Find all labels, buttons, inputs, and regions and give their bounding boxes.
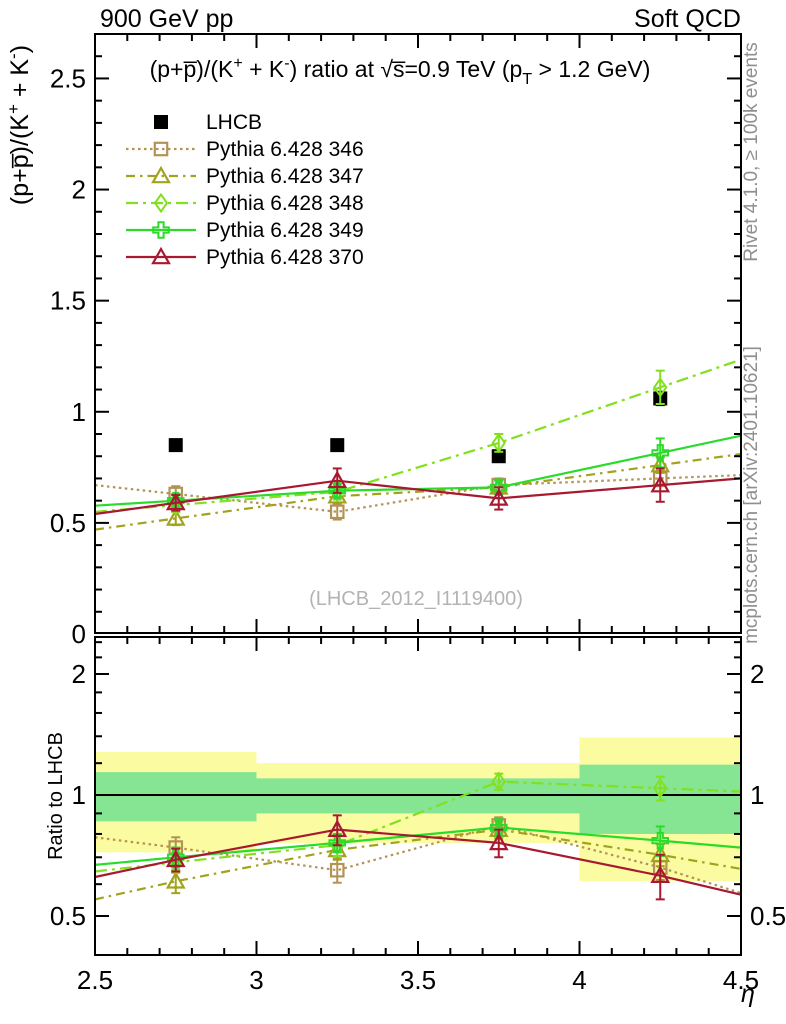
open-square-marker (329, 504, 345, 520)
main-y-tick-label: 0 (72, 619, 86, 649)
legend-item-pythia-6-428-348: Pythia 6.428 348 (126, 192, 364, 215)
open-triangle-marker (165, 849, 186, 868)
x-tick-label: 4 (572, 965, 586, 995)
x-tick-label: 3.5 (400, 965, 436, 995)
legend-item-pythia-6-428-346: Pythia 6.428 346 (126, 138, 364, 161)
legend-item-lhcb: LHCB (154, 111, 262, 134)
header-beam-energy: 900 GeV pp (100, 5, 233, 33)
main-y-tick-label: 2.5 (50, 63, 86, 93)
open-triangle-marker (327, 819, 348, 837)
main-panel-frame (94, 33, 742, 634)
series-ratio-pythia-6-428-370 (94, 814, 742, 901)
open-diamond-marker (653, 777, 668, 799)
series-main-pythia-6-428-346 (94, 469, 742, 521)
open-cross-marker (651, 444, 670, 462)
series-line (94, 452, 742, 531)
ratio-y-tick-label-right: 1 (750, 780, 764, 810)
legend-label: Pythia 6.428 347 (206, 165, 364, 188)
series-line (94, 780, 742, 873)
ratio-y-tick-label-left: 1 (72, 780, 86, 810)
open-square-marker (329, 862, 345, 878)
main-y-tick-label: 0.5 (50, 508, 86, 538)
legend-label: Pythia 6.428 370 (206, 246, 364, 269)
ratio-y-tick-label-right: 0.5 (750, 901, 786, 931)
open-triangle-marker (165, 871, 186, 889)
open-cross-marker (489, 818, 508, 837)
analysis-watermark: (LHCB_2012_I1119400) (309, 588, 523, 610)
rivet-version-note: Rivet 4.1.0, ≥ 100k events (741, 42, 762, 262)
legend-open-cross-marker (152, 221, 170, 239)
open-triangle-marker (488, 488, 509, 506)
open-cross-marker (651, 831, 670, 850)
main-plot-title: (p+p̅)/(K+ + K-) ratio at √s̅=0.9 TeV (p… (150, 55, 651, 88)
mcplots-arxiv-note: mcplots.cern.ch [arXiv:2401.10621] (741, 346, 762, 644)
open-triangle-marker (650, 474, 671, 493)
open-triangle-marker (165, 508, 186, 526)
series-line (94, 828, 742, 901)
legend-open-diamond-marker (153, 192, 169, 214)
legend-item-pythia-6-428-347: Pythia 6.428 347 (126, 165, 364, 188)
legend-label: Pythia 6.428 346 (206, 138, 364, 161)
legend: LHCB Pythia 6.428 346 Pythia 6.428 347 Pyth… (126, 111, 364, 269)
series-main-pythia-6-428-347 (94, 452, 742, 531)
series-line (94, 828, 742, 896)
uncertainty-bands-layer (95, 737, 741, 882)
open-diamond-marker (491, 432, 506, 454)
main-y-tick-label: 1 (72, 397, 86, 427)
open-triangle-marker (488, 832, 509, 851)
x-axis-label: η (741, 980, 755, 1008)
filled-square-marker (168, 438, 183, 453)
x-tick-label: 4.5 (723, 965, 759, 995)
legend-open-square-marker (153, 141, 169, 157)
main-y-tick-label: 2 (72, 175, 86, 205)
legend-label: Pythia 6.428 349 (206, 219, 364, 242)
header-process-group: Soft QCD (634, 5, 741, 33)
filled-square-marker (330, 438, 345, 453)
ratio-axis-label: Ratio to LHCB (45, 732, 67, 860)
legend-filled-square-marker (154, 115, 168, 129)
band-green (95, 772, 257, 822)
ratio-y-tick-label-right: 2 (750, 659, 764, 689)
series-line (94, 477, 742, 516)
open-diamond-marker (491, 771, 506, 792)
series-line (94, 824, 742, 895)
x-tick-label: 3 (249, 965, 263, 995)
series-line (94, 358, 742, 513)
legend-item-pythia-6-428-370: Pythia 6.428 370 (126, 246, 364, 269)
ratio-y-tick-label-left: 2 (72, 659, 86, 689)
legend-label: LHCB (206, 111, 262, 134)
open-triangle-marker (165, 492, 186, 511)
axes-frame-layer: 0 0.5 1 1.5 2 2.5 0.5 0.5 1 1 2 2 2.5 3 3.5 4 4.5 (50, 33, 786, 995)
legend-open-triangle-marker (151, 165, 171, 184)
open-cross-marker (328, 481, 347, 500)
open-cross-marker (328, 834, 347, 852)
series-line (94, 474, 742, 513)
ratio-y-tick-label-left: 0.5 (50, 901, 86, 931)
legend-open-triangle-marker (151, 246, 171, 265)
data-series-layer (94, 358, 742, 901)
main-y-tick-label: 1.5 (50, 286, 86, 316)
open-diamond-marker (653, 377, 668, 398)
x-tick-label: 2.5 (77, 965, 113, 995)
legend-label: Pythia 6.428 348 (206, 192, 364, 215)
legend-item-pythia-6-428-349: Pythia 6.428 349 (126, 219, 364, 242)
series-main-pythia-6-428-370 (94, 467, 742, 516)
series-main-lhcb (168, 390, 668, 464)
titles-layer: (p+p̅)/(K+ + K-) ratio at √s̅=0.9 TeV (p… (4, 45, 650, 205)
open-triangle-marker (650, 865, 671, 883)
main-y-axis-label: (p+p̅)/(K+ + K-) (4, 45, 34, 205)
open-triangle-marker (327, 470, 348, 488)
